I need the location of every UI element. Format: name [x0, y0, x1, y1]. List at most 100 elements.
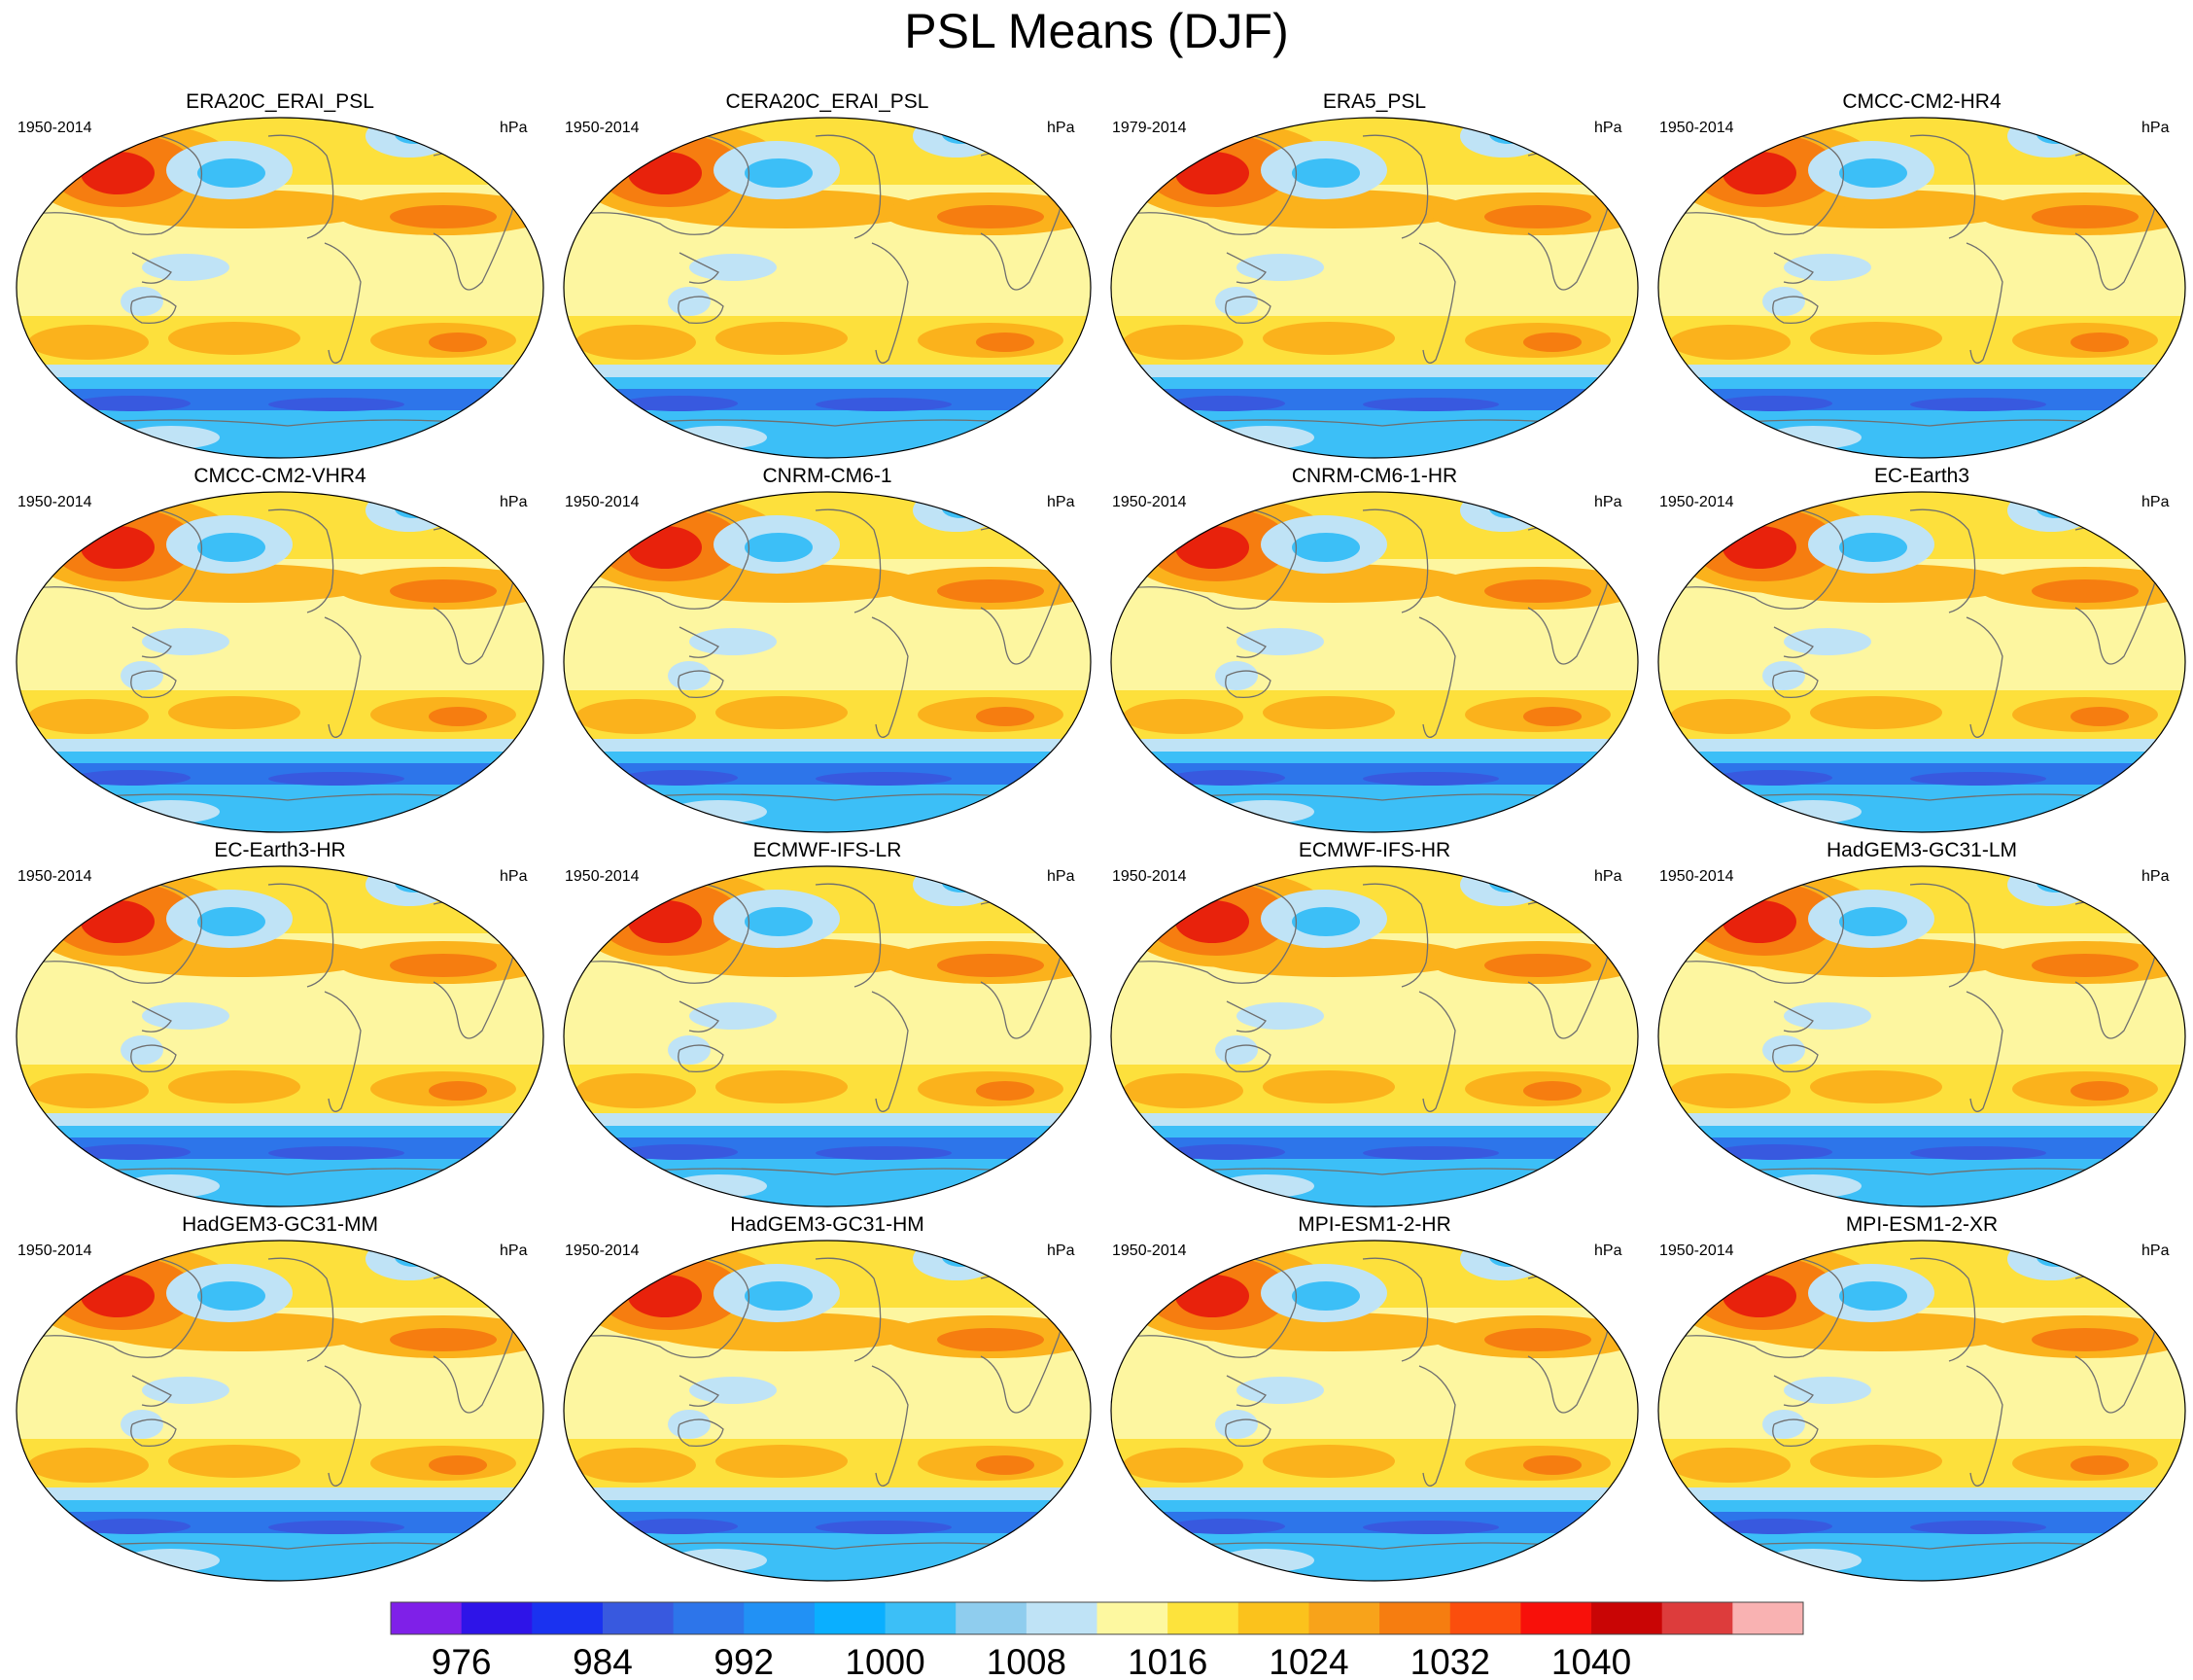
- colorbar-label: 984: [573, 1642, 633, 1680]
- colorbar-swatch: [1167, 1602, 1239, 1634]
- psl-map: [563, 865, 1092, 1208]
- colorbar-swatch: [1520, 1602, 1592, 1634]
- panel-title: MPI-ESM1-2-XR: [1845, 1213, 1999, 1236]
- panel-title: CNRM-CM6-1-HR: [1291, 465, 1458, 487]
- map-panel: ECMWF-IFS-HR 1950-2014 hPa: [1102, 838, 1647, 1212]
- psl-map: [16, 491, 544, 833]
- panel-units: hPa: [1594, 1242, 1622, 1259]
- panel-units: hPa: [500, 868, 528, 885]
- panel-units: hPa: [1594, 120, 1622, 136]
- colorbar-swatch: [391, 1602, 463, 1634]
- panel-title: ERA20C_ERAI_PSL: [186, 90, 374, 113]
- colorbar-swatch: [532, 1602, 604, 1634]
- panel-period: 1950-2014: [565, 120, 640, 136]
- colorbar-label: 1040: [1551, 1642, 1631, 1680]
- panel-units: hPa: [1594, 868, 1622, 885]
- map-panel: ECMWF-IFS-LR 1950-2014 hPa: [555, 838, 1099, 1212]
- map-panel: ERA5_PSL 1979-2014 hPa: [1102, 89, 1647, 464]
- colorbar-swatch: [461, 1602, 533, 1634]
- panel-title: EC-Earth3: [1873, 465, 1970, 487]
- map-panel: CMCC-CM2-VHR4 1950-2014 hPa: [8, 464, 552, 838]
- colorbar-swatch: [1379, 1602, 1451, 1634]
- colorbar-swatch: [744, 1602, 816, 1634]
- panel-units: hPa: [500, 494, 528, 510]
- psl-map: [16, 117, 544, 459]
- psl-map: [1657, 491, 2186, 833]
- colorbar-swatch: [1449, 1602, 1521, 1634]
- map-panel: MPI-ESM1-2-XR 1950-2014 hPa: [1650, 1212, 2193, 1587]
- psl-map: [1657, 117, 2186, 459]
- colorbar-label: 1032: [1410, 1642, 1490, 1680]
- map-panel: HadGEM3-GC31-HM 1950-2014 hPa: [555, 1212, 1099, 1587]
- panel-title: ERA5_PSL: [1322, 90, 1427, 113]
- psl-map: [1657, 865, 2186, 1208]
- panel-units: hPa: [2141, 1242, 2170, 1259]
- map-panel: EC-Earth3 1950-2014 hPa: [1650, 464, 2193, 838]
- colorbar-swatch: [1026, 1602, 1097, 1634]
- panel-title: HadGEM3-GC31-LM: [1826, 839, 2018, 861]
- map-panel: CMCC-CM2-HR4 1950-2014 hPa: [1650, 89, 2193, 464]
- colorbar-swatch: [1661, 1602, 1733, 1634]
- panel-title: ECMWF-IFS-LR: [752, 839, 902, 861]
- panel-units: hPa: [1047, 120, 1075, 136]
- panel-units: hPa: [2141, 494, 2170, 510]
- main-title: PSL Means (DJF): [904, 4, 1289, 58]
- panel-period: 1950-2014: [17, 868, 92, 885]
- psl-map: [1110, 1240, 1639, 1582]
- map-panel: ERA20C_ERAI_PSL 1950-2014 hPa: [8, 89, 552, 464]
- panel-title: MPI-ESM1-2-HR: [1298, 1213, 1451, 1236]
- panel-period: 1950-2014: [1112, 1242, 1187, 1259]
- panel-period: 1950-2014: [565, 868, 640, 885]
- psl-map: [563, 1240, 1092, 1582]
- colorbar-swatch: [885, 1602, 957, 1634]
- panel-units: hPa: [1047, 494, 1075, 510]
- colorbar-swatch: [1591, 1602, 1663, 1634]
- map-panel: MPI-ESM1-2-HR 1950-2014 hPa: [1102, 1212, 1647, 1587]
- colorbar-swatch: [1237, 1602, 1309, 1634]
- panel-period: 1950-2014: [1659, 868, 1734, 885]
- colorbar-swatch: [1096, 1602, 1168, 1634]
- psl-map: [563, 491, 1092, 833]
- panel-period: 1979-2014: [1112, 120, 1187, 136]
- map-panel: HadGEM3-GC31-MM 1950-2014 hPa: [8, 1212, 552, 1587]
- panel-units: hPa: [1047, 1242, 1075, 1259]
- panel-title: HadGEM3-GC31-HM: [730, 1213, 924, 1236]
- map-panel: CNRM-CM6-1 1950-2014 hPa: [555, 464, 1099, 838]
- colorbar-label: 1008: [987, 1642, 1066, 1680]
- panel-period: 1950-2014: [1659, 120, 1734, 136]
- panel-period: 1950-2014: [1112, 494, 1187, 510]
- panel-units: hPa: [500, 120, 528, 136]
- panel-title: HadGEM3-GC31-MM: [182, 1213, 378, 1236]
- psl-map: [16, 1240, 544, 1582]
- panel-title: CERA20C_ERAI_PSL: [725, 90, 929, 113]
- panel-period: 1950-2014: [17, 1242, 92, 1259]
- colorbar-label: 1000: [845, 1642, 924, 1680]
- map-panel: HadGEM3-GC31-LM 1950-2014 hPa: [1650, 838, 2193, 1212]
- psl-map: [1110, 491, 1639, 833]
- colorbar-swatch: [673, 1602, 745, 1634]
- psl-map: [1110, 117, 1639, 459]
- psl-map: [1110, 865, 1639, 1208]
- panel-units: hPa: [1047, 868, 1075, 885]
- map-panel: CNRM-CM6-1-HR 1950-2014 hPa: [1102, 464, 1647, 838]
- map-panel: CERA20C_ERAI_PSL 1950-2014 hPa: [555, 89, 1099, 464]
- psl-map: [16, 865, 544, 1208]
- panel-period: 1950-2014: [1659, 1242, 1734, 1259]
- colorbar-swatch: [1308, 1602, 1380, 1634]
- panel-period: 1950-2014: [17, 494, 92, 510]
- panel-period: 1950-2014: [1112, 868, 1187, 885]
- psl-map: [1657, 1240, 2186, 1582]
- colorbar-swatch: [814, 1602, 887, 1634]
- colorbar-label: 992: [714, 1642, 774, 1680]
- panel-title: CMCC-CM2-HR4: [1842, 90, 2002, 113]
- colorbar-swatch: [602, 1602, 675, 1634]
- panel-units: hPa: [2141, 868, 2170, 885]
- psl-map: [563, 117, 1092, 459]
- panel-period: 1950-2014: [565, 1242, 640, 1259]
- colorbar-label: 976: [432, 1642, 492, 1680]
- panel-period: 1950-2014: [565, 494, 640, 510]
- panel-title: EC-Earth3-HR: [214, 839, 346, 861]
- colorbar-swatch: [956, 1602, 1027, 1634]
- panel-title: CMCC-CM2-VHR4: [193, 465, 366, 487]
